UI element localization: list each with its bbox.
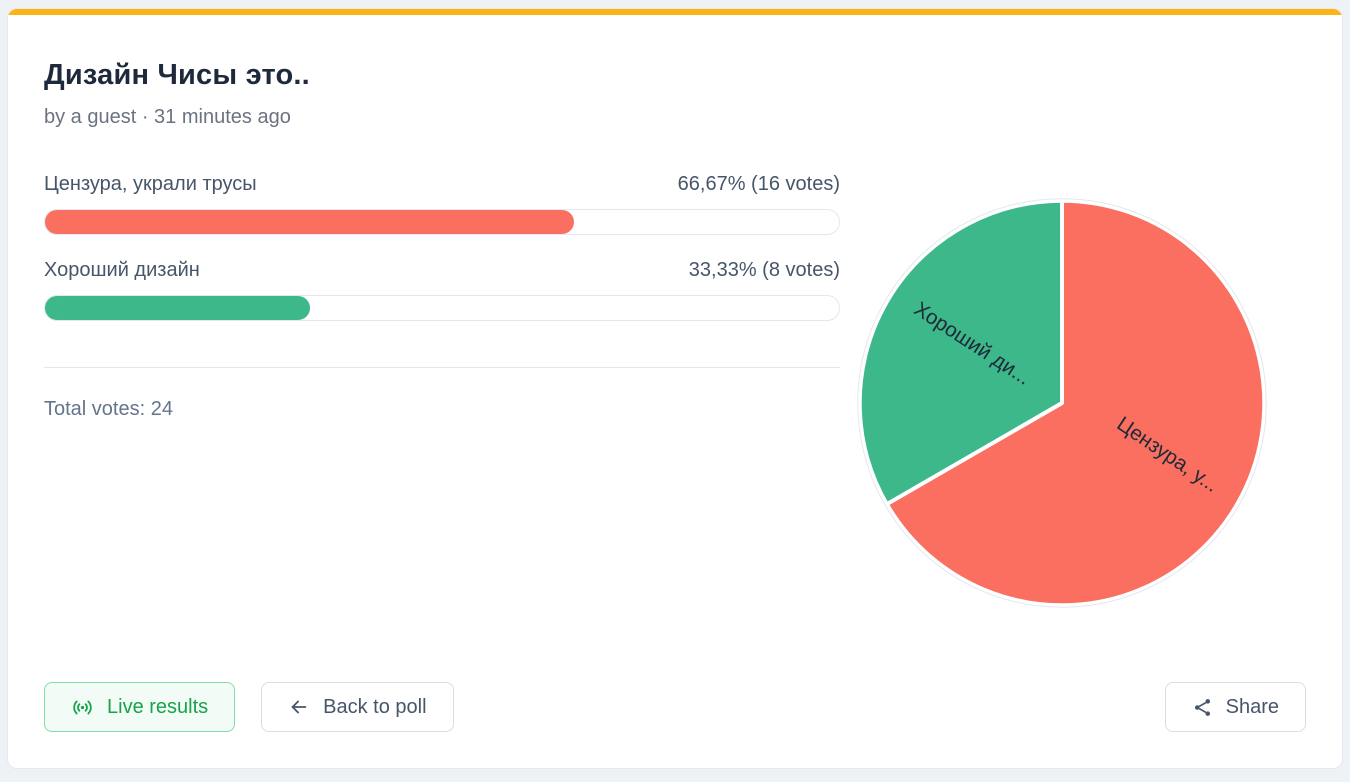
poll-byline: by a guest · 31 minutes ago <box>44 106 291 128</box>
back-to-poll-label: Back to poll <box>323 695 427 718</box>
share-button[interactable]: Share <box>1164 682 1306 732</box>
back-to-poll-button[interactable]: Back to poll <box>261 682 454 732</box>
poll-option-row: Цензура, украли трусы 66,67% (16 votes) <box>44 173 840 235</box>
total-votes: Total votes: 24 <box>44 398 173 420</box>
poll-header: Дизайн Чисы это.. by a guest · 31 minute… <box>8 15 1342 129</box>
option-label: Хороший дизайн <box>44 259 200 281</box>
vote-bar-fill <box>45 296 310 320</box>
pie-outline <box>857 198 1267 608</box>
option-result: 33,33% (8 votes) <box>688 259 840 281</box>
arrow-left-icon <box>288 696 310 718</box>
pie-slice-option2 <box>857 198 1064 507</box>
live-broadcast-icon <box>71 696 94 719</box>
share-label: Share <box>1225 695 1279 718</box>
live-results-label: Live results <box>107 695 209 718</box>
results-divider <box>44 367 840 368</box>
poll-card: Дизайн Чисы это.. by a guest · 31 minute… <box>7 8 1343 769</box>
option-result: 66,67% (16 votes) <box>677 173 840 195</box>
share-icon <box>1192 697 1213 718</box>
results-list: Цензура, украли трусы 66,67% (16 votes) … <box>44 173 840 421</box>
vote-bar-track <box>44 209 840 235</box>
poll-option-row: Хороший дизайн 33,33% (8 votes) <box>44 259 840 321</box>
pie-chart-area: Хороший ди... Цензура, у... <box>840 173 1306 619</box>
footer-actions: Live results Back to poll Share <box>44 682 1306 732</box>
pie-slice-option1 <box>884 198 1267 608</box>
results-pie-chart: Хороший ди... Цензура, у... <box>857 198 1267 608</box>
vote-bar-fill <box>45 210 575 234</box>
vote-bar-track <box>44 295 840 321</box>
option-label: Цензура, украли трусы <box>44 173 257 195</box>
live-results-button[interactable]: Live results <box>44 682 236 732</box>
top-accent-bar <box>8 9 1342 15</box>
page-title: Дизайн Чисы это.. <box>44 59 310 91</box>
results-area: Цензура, украли трусы 66,67% (16 votes) … <box>8 173 1342 619</box>
